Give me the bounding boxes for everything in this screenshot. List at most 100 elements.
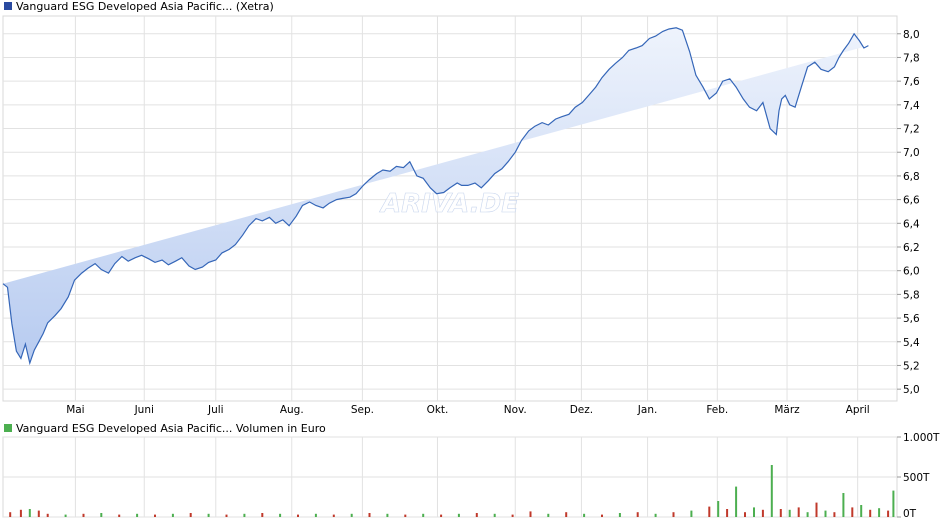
volume-bar xyxy=(529,511,532,517)
price-y-tick-label: 5,4 xyxy=(903,337,920,349)
price-x-tick-label: April xyxy=(846,404,870,416)
volume-y-tick-label: 0T xyxy=(903,508,917,520)
price-y-tick-label: 7,6 xyxy=(903,76,920,88)
volume-bar xyxy=(225,514,228,517)
volume-bar xyxy=(9,512,12,517)
price-x-axis: Mai Juni Juli Aug. Sep. Okt. Nov. Dez. Jan. Feb. M… xyxy=(66,404,869,416)
volume-bar xyxy=(368,513,371,517)
volume-bar xyxy=(19,509,22,517)
price-x-tick-label: Nov. xyxy=(504,404,527,416)
price-chart: Vanguard ESG Developed Asia Pacific... (… xyxy=(2,0,920,416)
volume-bar xyxy=(457,513,460,517)
volume-bar xyxy=(207,513,210,517)
volume-gridlines xyxy=(3,436,897,518)
price-y-tick-label: 6,0 xyxy=(903,266,920,278)
volume-bar xyxy=(100,513,103,517)
volume-bar xyxy=(118,514,121,517)
volume-bar xyxy=(154,514,156,517)
price-x-tick-label: Juni xyxy=(134,404,154,416)
volume-bar xyxy=(770,465,773,517)
volume-bar xyxy=(860,505,863,517)
price-y-tick-label: 5,8 xyxy=(903,289,920,301)
volume-bars xyxy=(9,465,895,517)
price-x-tick-label: Aug. xyxy=(280,404,304,416)
volume-bar xyxy=(279,513,282,517)
volume-bar xyxy=(64,514,67,517)
price-y-tick-label: 7,8 xyxy=(903,52,920,64)
volume-y-axis: 0T 500T 1.000T xyxy=(897,432,940,520)
volume-legend-swatch xyxy=(4,424,12,432)
price-y-tick-label: 6,8 xyxy=(903,171,920,183)
price-x-tick-label: Sep. xyxy=(351,404,374,416)
price-y-axis: 5,0 5,2 5,4 5,6 5,8 6,0 6,2 6,4 6,6 6,8 7,0 7,2 7,4 7… xyxy=(897,29,920,396)
volume-chart-title: Vanguard ESG Developed Asia Pacific... V… xyxy=(16,422,326,435)
volume-bar xyxy=(618,513,621,517)
volume-bar xyxy=(815,502,818,517)
volume-bar xyxy=(189,513,192,517)
volume-bar xyxy=(735,486,738,517)
price-y-tick-label: 6,2 xyxy=(903,242,920,254)
price-gridlines xyxy=(3,16,897,401)
price-x-tick-label: Okt. xyxy=(427,404,449,416)
volume-y-tick-label: 1.000T xyxy=(903,432,940,444)
volume-bar xyxy=(672,512,675,517)
volume-bar xyxy=(440,514,443,517)
volume-y-tick-label: 500T xyxy=(903,472,930,484)
volume-bar xyxy=(82,513,85,517)
volume-bar xyxy=(779,509,782,517)
volume-bar xyxy=(243,513,246,517)
price-x-tick-label: März xyxy=(774,404,800,416)
volume-bar xyxy=(869,509,872,517)
volume-bar xyxy=(892,490,895,517)
volume-bar xyxy=(583,513,586,517)
volume-bar xyxy=(717,501,720,517)
price-y-tick-label: 5,2 xyxy=(903,360,920,372)
volume-bar xyxy=(297,514,299,517)
price-x-tick-label: Jan. xyxy=(637,404,658,416)
watermark: ARIVA.DE xyxy=(379,189,519,219)
price-y-tick-label: 5,6 xyxy=(903,313,920,325)
price-legend-swatch xyxy=(4,2,12,10)
price-x-tick-label: Dez. xyxy=(570,404,593,416)
volume-bar xyxy=(136,513,139,517)
volume-bar xyxy=(386,513,389,517)
volume-bar xyxy=(833,512,836,517)
volume-bar xyxy=(565,512,568,517)
price-y-tick-label: 7,0 xyxy=(903,147,920,159)
volume-bar xyxy=(851,507,854,517)
volume-bar xyxy=(171,513,174,517)
volume-bar xyxy=(806,512,809,517)
price-x-tick-label: Feb. xyxy=(706,404,728,416)
price-chart-title: Vanguard ESG Developed Asia Pacific... (… xyxy=(16,0,274,13)
volume-bar xyxy=(797,507,800,517)
volume-chart: Vanguard ESG Developed Asia Pacific... V… xyxy=(2,422,940,520)
volume-bar xyxy=(824,510,827,517)
volume-bar xyxy=(46,513,49,517)
volume-bar xyxy=(726,509,729,517)
volume-bar xyxy=(511,514,514,517)
volume-bar xyxy=(314,513,317,517)
volume-bar xyxy=(788,509,791,517)
price-y-tick-label: 7,2 xyxy=(903,124,920,136)
volume-bar xyxy=(708,506,711,517)
volume-bar xyxy=(37,510,40,517)
volume-bar xyxy=(28,509,31,517)
volume-bar xyxy=(332,514,335,517)
volume-bar xyxy=(422,513,425,517)
volume-bar xyxy=(690,510,693,517)
price-series-line xyxy=(2,27,869,366)
price-plot-frame xyxy=(2,15,898,402)
price-y-tick-label: 8,0 xyxy=(903,29,920,41)
price-x-tick-label: Mai xyxy=(66,404,84,416)
price-y-tick-label: 5,0 xyxy=(903,384,920,396)
price-y-tick-label: 7,4 xyxy=(903,100,920,112)
volume-bar xyxy=(350,513,353,517)
volume-bar xyxy=(475,513,478,517)
volume-bar xyxy=(547,513,550,517)
volume-bar xyxy=(493,513,496,517)
volume-bar xyxy=(887,510,890,517)
volume-bar xyxy=(636,512,639,517)
price-y-tick-label: 6,4 xyxy=(903,218,920,230)
volume-bar xyxy=(842,493,845,517)
